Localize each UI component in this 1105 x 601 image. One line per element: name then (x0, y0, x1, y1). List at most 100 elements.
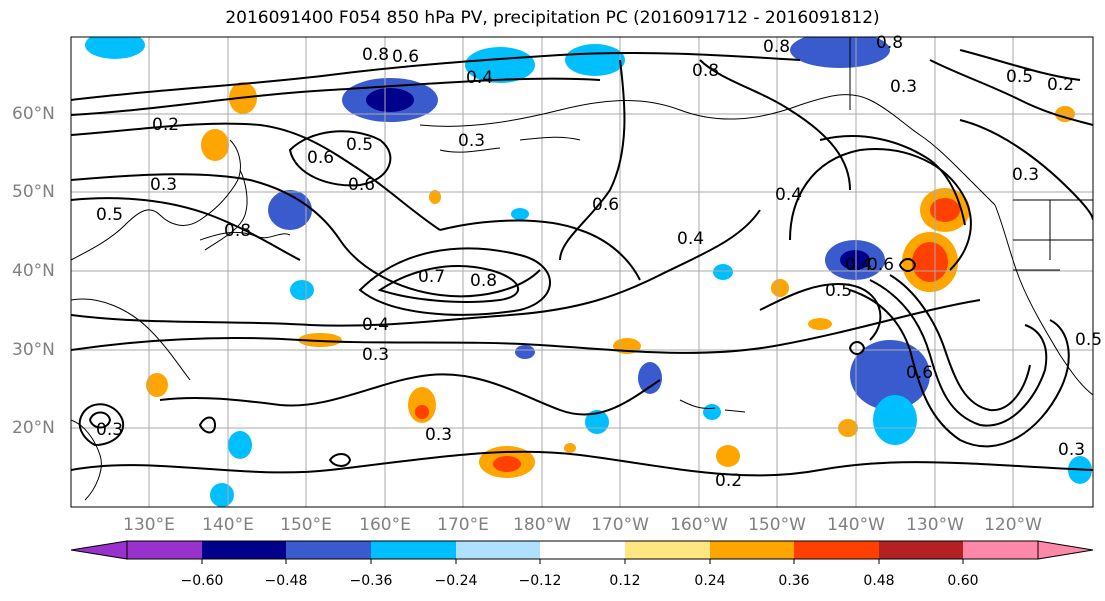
contour-label: 0.8 (692, 61, 719, 81)
contour-label: 0.4 (466, 68, 493, 88)
pv-contour-0.8-closed (377, 265, 520, 303)
contour-label: 0.6 (307, 148, 334, 168)
pv-contour-0.5e (959, 49, 1081, 81)
pv-contour-0.5 (71, 122, 441, 231)
pv-contour-0.3g (929, 59, 1093, 126)
precip-patch-pos-core (912, 242, 948, 282)
pv-contour-0.2 (71, 450, 1093, 477)
contour-label: 0.4 (362, 315, 389, 335)
pv-contour-0.6b (439, 219, 641, 281)
colorbar-tick-label: −0.36 (349, 573, 393, 589)
precip-patch-pos-core (493, 456, 521, 472)
lat-label: 20°N (12, 418, 55, 438)
contour-label: 0.8 (362, 45, 389, 65)
contour-label: 0.5 (96, 205, 123, 225)
lat-label: 50°N (12, 182, 55, 202)
pv-contour-0.4 (71, 209, 761, 327)
precip-patch-neg-core (366, 88, 414, 112)
precip-patch-neg (790, 37, 890, 68)
colorbar-outline (126, 540, 1039, 560)
pv-contour-0.4d (849, 289, 1070, 448)
pv-contour-0.4c (699, 59, 851, 191)
contour-label: 0.5 (1075, 330, 1102, 350)
colorbar-bin (286, 541, 371, 559)
pv-contour-0.3d (819, 135, 966, 226)
lon-label: 120°W (984, 515, 1042, 535)
precip-patch-neg (565, 44, 625, 76)
colorbar-tick-label: 0.12 (609, 573, 641, 589)
contour-label: 0.8 (876, 33, 903, 53)
contour-label: 0.6 (392, 47, 419, 67)
pv-contour-small (848, 341, 866, 355)
colorbar-extend-low (70, 540, 128, 560)
pv-contour-0.3c (71, 173, 541, 298)
colorbar-tick-label: 0.36 (778, 573, 810, 589)
precip-patch-neg (850, 340, 930, 410)
pv-contours (71, 49, 1093, 477)
precip-patch-pos (771, 279, 789, 297)
lon-label: 140°W (827, 515, 885, 535)
contour-label: 0.6 (867, 255, 894, 275)
pv-contour-small (198, 416, 217, 434)
precip-patch-neg (210, 483, 234, 507)
precip-patch-pos (564, 443, 576, 453)
contour-label: 0.2 (152, 115, 179, 135)
contour-label: 0.8 (224, 221, 251, 241)
colorbar-extend-high (1037, 540, 1094, 560)
contour-label: 0.6 (348, 175, 375, 195)
colorbar-bin (540, 541, 625, 559)
precip-patch-neg (511, 208, 529, 220)
colorbar (70, 540, 1094, 564)
contour-label: 0.3 (1012, 165, 1039, 185)
colorbar-tick-label: 0.48 (863, 573, 895, 589)
precip-patch-neg-core (840, 250, 870, 270)
coastlines (71, 37, 1093, 501)
contour-label: 0.5 (825, 281, 852, 301)
precip-patch-pos-core (930, 198, 960, 222)
contour-label: 0.8 (470, 271, 497, 291)
pv-contour-0.7-closed (358, 247, 551, 316)
lon-label: 130°E (123, 515, 175, 535)
map-frame (70, 36, 1094, 508)
pv-contour-0.3h (959, 119, 1093, 221)
contour-label: 0.2 (1047, 75, 1074, 95)
lon-label: 180°W (513, 515, 571, 535)
colorbar-bin (456, 541, 540, 559)
colorbar-bin (794, 541, 879, 559)
precip-patch-neg (268, 190, 312, 230)
contour-label: 0.4 (677, 229, 704, 249)
contour-label: 0.8 (763, 37, 790, 57)
colorbar-tick-label: 0.24 (694, 573, 726, 589)
precip-patch-neg (873, 395, 917, 445)
contour-label: 0.3 (890, 77, 917, 97)
precip-patch-pos-core (415, 405, 429, 419)
pv-contour-0.6d (889, 274, 1031, 412)
lon-label: 150°E (280, 515, 332, 535)
colorbar-tick-label: 0.60 (947, 573, 979, 589)
pv-contour-0.3f (759, 283, 882, 341)
pv-contour-0.3 (71, 299, 981, 354)
contour-label: 0.3 (1058, 440, 1085, 460)
colorbar-bin (879, 541, 963, 559)
pv-contour-0.3b (159, 373, 661, 416)
precip-patch-neg (228, 431, 252, 459)
precip-patch-neg (290, 280, 314, 300)
precip-patch-pos (808, 318, 832, 330)
pv-contour-small (328, 453, 352, 467)
pv-contour-0.6-closed (288, 130, 392, 187)
precip-patch-neg (713, 264, 733, 280)
precip-patch-pos (201, 129, 229, 161)
contour-label: 0.3 (150, 175, 177, 195)
precip-patch-neg (638, 362, 662, 394)
lon-label: 170°E (437, 515, 489, 535)
contour-label: 0.3 (96, 420, 123, 440)
colorbar-ticks (201, 559, 964, 564)
colorbar-bin (202, 541, 286, 559)
colorbar-tick-label: −0.48 (264, 573, 308, 589)
precip-patch-neg (85, 37, 145, 59)
pv-contour-0.5b (71, 197, 301, 261)
lat-label: 60°N (12, 104, 55, 124)
colorbar-tick-label: −0.60 (180, 573, 224, 589)
lon-label: 160°E (359, 515, 411, 535)
pv-contour-0.3e (789, 148, 972, 271)
